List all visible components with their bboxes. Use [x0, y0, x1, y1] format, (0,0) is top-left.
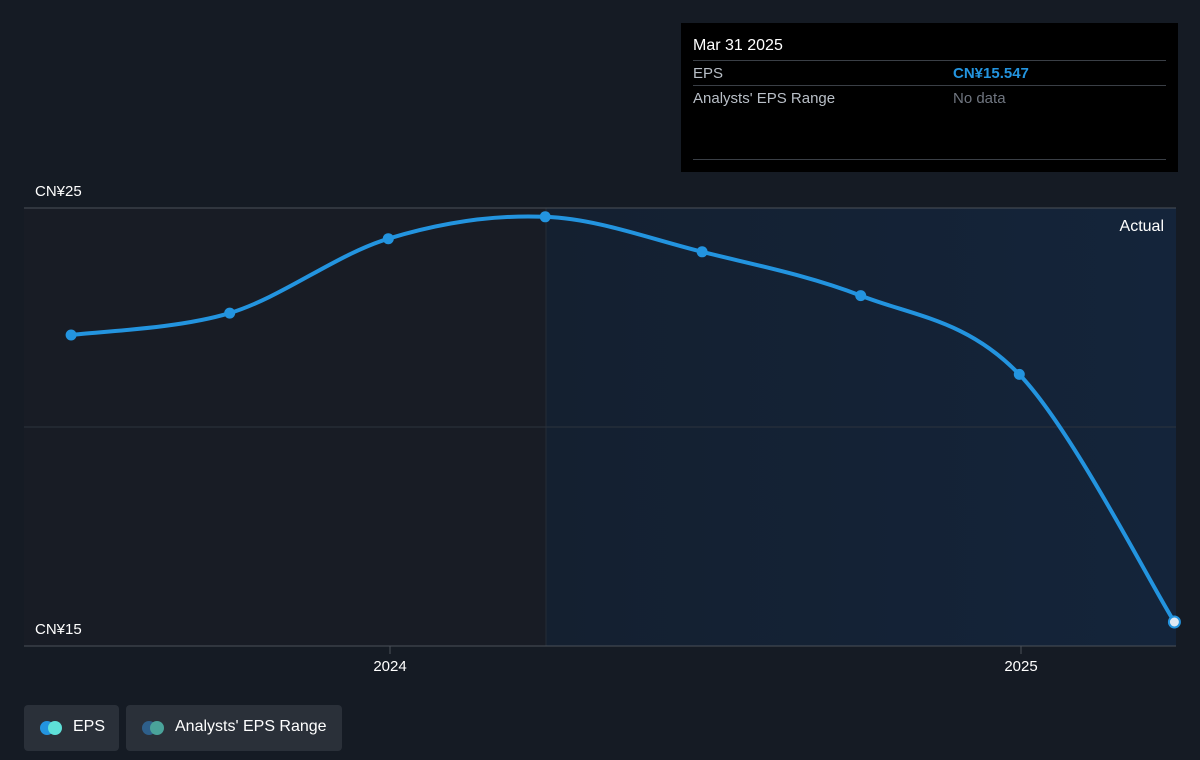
eps-point-2025-03-31[interactable]	[1167, 615, 1181, 629]
eps-point-2023-06-30[interactable]	[65, 329, 77, 341]
legend-eps-label: EPS	[73, 718, 106, 735]
x-tick-label-2024: 2024	[373, 658, 406, 675]
tooltip-row-range: Analysts' EPS Range No data	[693, 85, 1166, 111]
tooltip-date: Mar 31 2025	[693, 37, 783, 54]
eps-point-2024-09-30[interactable]	[855, 290, 867, 302]
eps-point-2023-12-31[interactable]	[382, 233, 394, 245]
eps-point-2024-03-31[interactable]	[539, 211, 551, 223]
legend-eps-dot-b	[48, 721, 62, 735]
tooltip-eps-label: EPS	[693, 65, 724, 82]
eps-points	[65, 211, 1181, 629]
legend-analysts-range-button[interactable]: Analysts' EPS Range	[126, 705, 342, 751]
tooltip: Mar 31 2025 EPS CN¥15.547 Analysts' EPS …	[681, 23, 1178, 172]
legend-range-dot-b	[150, 721, 164, 735]
eps-point-2024-06-30[interactable]	[696, 246, 708, 258]
y-tick-label-bottom: CN¥15	[35, 621, 82, 638]
actual-region-label: Actual	[1120, 218, 1164, 235]
x-tick-label-2025: 2025	[1004, 658, 1037, 675]
legend-range-label: Analysts' EPS Range	[175, 718, 327, 735]
tooltip-range-value: No data	[953, 90, 1006, 107]
chart-canvas: CN¥25 CN¥15 2024 2025 Actual	[24, 183, 1181, 675]
legend-range-swatch-icon	[142, 721, 166, 735]
eps-point-2024-12-31[interactable]	[1013, 368, 1025, 380]
legend-eps-swatch-icon	[40, 721, 64, 735]
eps-point-2023-09-30[interactable]	[224, 307, 236, 319]
legend-eps-button[interactable]: EPS	[24, 705, 119, 751]
tooltip-eps-value: CN¥15.547	[953, 65, 1029, 82]
tooltip-range-label: Analysts' EPS Range	[693, 90, 836, 107]
y-tick-label-top: CN¥25	[35, 183, 82, 200]
tooltip-divider	[693, 159, 1166, 160]
tooltip-row-eps: EPS CN¥15.547	[693, 60, 1166, 86]
